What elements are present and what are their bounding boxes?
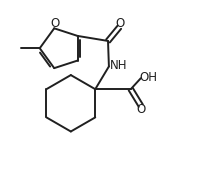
Text: OH: OH [140, 71, 158, 84]
Text: O: O [116, 17, 125, 30]
Text: NH: NH [110, 59, 128, 72]
Text: O: O [137, 103, 146, 116]
Text: O: O [50, 17, 59, 30]
